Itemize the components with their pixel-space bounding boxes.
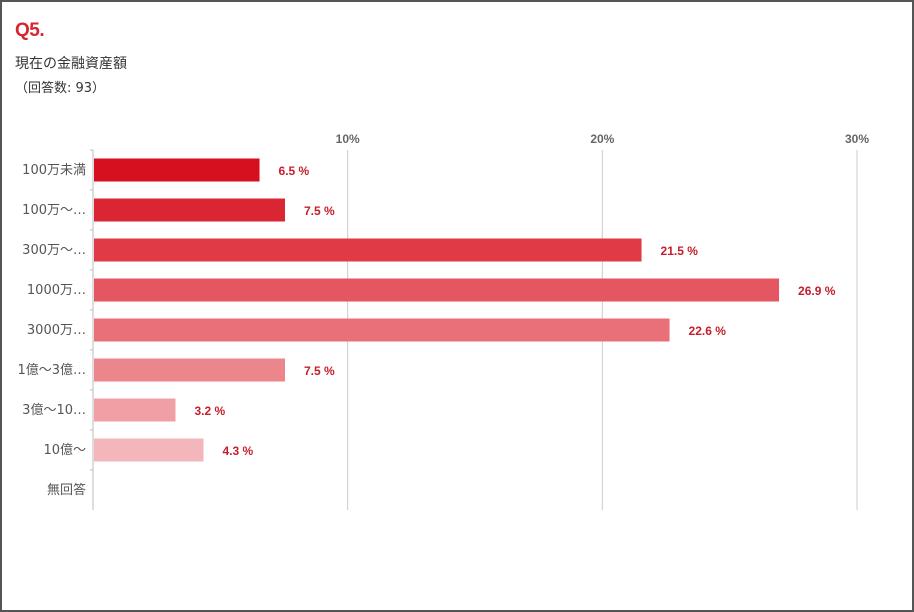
bar [94,198,285,222]
value-label: 21.5 % [661,244,699,258]
value-label: 6.5 % [279,164,310,178]
category-label: 3000万… [27,323,86,338]
value-label: 26.9 % [798,284,836,298]
bar [94,278,780,302]
question-number: Q5. [15,20,45,41]
question-text: 現在の金融資産額 [15,56,127,72]
category-label: 1億～3億… [17,362,86,378]
bar [94,438,204,462]
bar [94,238,642,262]
x-tick-label: 30% [845,132,869,146]
value-label: 22.6 % [689,324,727,338]
category-label: 100万未満 [22,163,86,178]
bar [94,358,285,382]
x-tick-label: 20% [590,132,614,146]
bar [94,318,670,342]
respondent-count: （回答数: 93） [15,81,106,96]
value-label: 3.2 % [194,404,225,418]
category-label: 10億～ [43,442,86,458]
bar [94,158,260,182]
category-label: 100万～… [22,203,86,218]
category-label: 3億～10… [22,402,86,418]
category-label: 無回答 [47,482,86,498]
category-label: 300万～… [22,243,86,258]
category-label: 1000万… [27,283,86,298]
x-tick-label: 10% [336,132,360,146]
value-label: 7.5 % [304,364,335,378]
value-label: 7.5 % [304,204,335,218]
bar [94,398,176,422]
value-label: 4.3 % [223,444,254,458]
